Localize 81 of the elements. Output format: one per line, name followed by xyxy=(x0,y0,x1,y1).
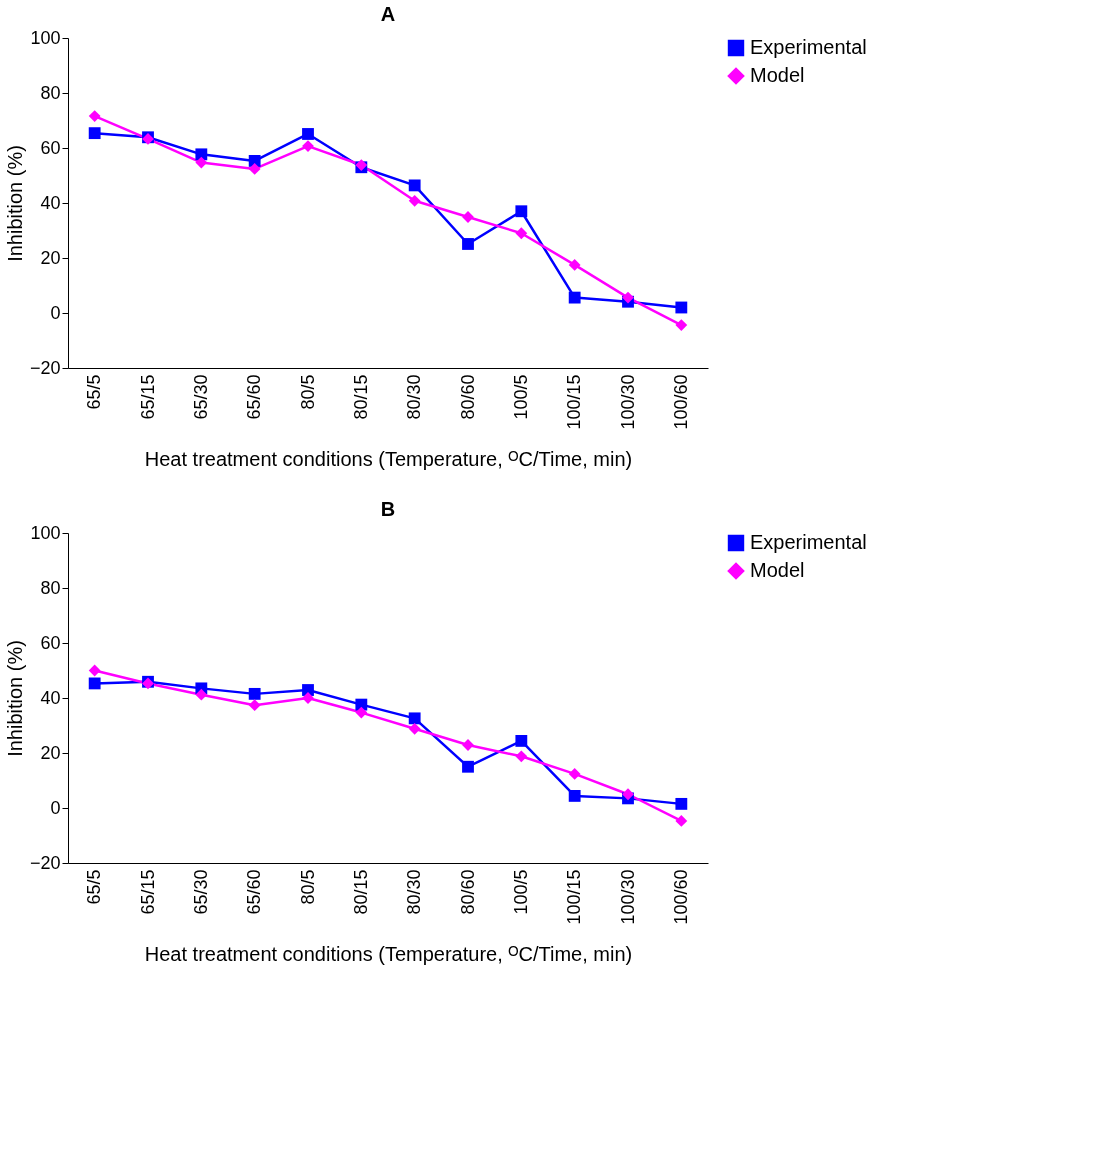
point xyxy=(515,734,528,747)
x-tick-label: 100/5 xyxy=(510,869,531,915)
x-tick-label: 80/5 xyxy=(297,374,318,410)
point xyxy=(675,815,688,827)
x-tick-label: 65/5 xyxy=(84,374,105,410)
y-tick-label: 0 xyxy=(50,302,61,323)
x-tick-label: 80/15 xyxy=(350,869,371,915)
x-tick-label: 100/15 xyxy=(564,869,585,925)
y-axis-title: Inhibition (%) xyxy=(3,145,26,262)
point xyxy=(88,110,101,123)
x-tick-label: 65/15 xyxy=(137,374,158,420)
y-axis-title: Inhibition (%) xyxy=(3,640,26,757)
x-tick-label: 80/60 xyxy=(457,869,478,915)
x-tick-label: 65/60 xyxy=(244,869,265,915)
x-tick-label: 100/30 xyxy=(617,869,638,925)
point xyxy=(462,760,474,773)
point xyxy=(408,194,421,207)
chart-title: A xyxy=(380,3,396,25)
point xyxy=(88,127,101,140)
y-tick-label: 40 xyxy=(40,687,61,708)
x-tick-label: 65/15 xyxy=(137,869,158,915)
legend-label: Model xyxy=(750,64,805,86)
x-tick-label: 80/5 xyxy=(297,869,318,905)
x-tick-label: 100/30 xyxy=(617,374,638,430)
y-tick-label: −20 xyxy=(29,852,61,873)
x-tick-label: 100/5 xyxy=(510,374,531,420)
y-tick-label: 20 xyxy=(40,247,61,268)
x-tick-label: 65/30 xyxy=(190,869,211,915)
legend-label: Model xyxy=(750,559,805,581)
point xyxy=(408,179,421,192)
y-tick-label: 80 xyxy=(40,577,61,598)
point xyxy=(515,227,528,240)
point xyxy=(568,767,581,780)
x-tick-label: 100/15 xyxy=(564,374,585,430)
point xyxy=(622,291,634,304)
point xyxy=(248,687,261,700)
point xyxy=(302,128,314,140)
x-axis-title: Heat treatment conditions (Temperature, ᴼC/Time, min) xyxy=(144,447,633,470)
y-tick-label: 60 xyxy=(40,137,61,158)
y-tick-label: 60 xyxy=(40,632,61,653)
point xyxy=(568,789,581,802)
legend-label: Experimental xyxy=(750,36,867,58)
x-tick-label: 65/5 xyxy=(84,869,105,905)
x-tick-label: 80/30 xyxy=(404,374,425,420)
x-axis-title: Heat treatment conditions (Temperature, ᴼC/Time, min) xyxy=(144,942,633,965)
point xyxy=(675,319,688,332)
point xyxy=(195,688,208,701)
point xyxy=(248,162,261,175)
point xyxy=(568,291,581,304)
point xyxy=(515,750,528,763)
x-tick-label: 100/60 xyxy=(670,374,691,430)
y-tick-label: 80 xyxy=(40,82,61,103)
x-tick-label: 80/15 xyxy=(350,374,371,420)
point xyxy=(408,712,421,725)
x-tick-label: 65/30 xyxy=(190,374,211,420)
point xyxy=(195,148,208,161)
point xyxy=(675,301,688,314)
point xyxy=(568,258,581,271)
y-tick-label: 20 xyxy=(40,742,61,763)
x-tick-label: 100/60 xyxy=(670,869,691,925)
y-tick-label: 100 xyxy=(30,522,61,543)
legend-label: Experimental xyxy=(750,531,867,553)
point xyxy=(622,788,634,801)
point xyxy=(515,205,528,218)
point xyxy=(462,238,474,250)
x-tick-label: 80/30 xyxy=(404,869,425,915)
y-tick-label: 100 xyxy=(30,27,61,48)
chart-title: B xyxy=(380,498,396,520)
point xyxy=(88,677,101,690)
point xyxy=(88,664,101,677)
point xyxy=(248,699,261,712)
point xyxy=(408,722,421,735)
y-tick-label: 40 xyxy=(40,192,61,213)
point xyxy=(302,684,314,696)
point xyxy=(675,797,688,810)
x-tick-label: 65/60 xyxy=(244,374,265,420)
x-tick-label: 80/60 xyxy=(457,374,478,420)
point xyxy=(355,706,368,719)
y-tick-label: −20 xyxy=(29,357,61,378)
point xyxy=(195,156,208,169)
y-tick-label: 0 xyxy=(50,797,61,818)
